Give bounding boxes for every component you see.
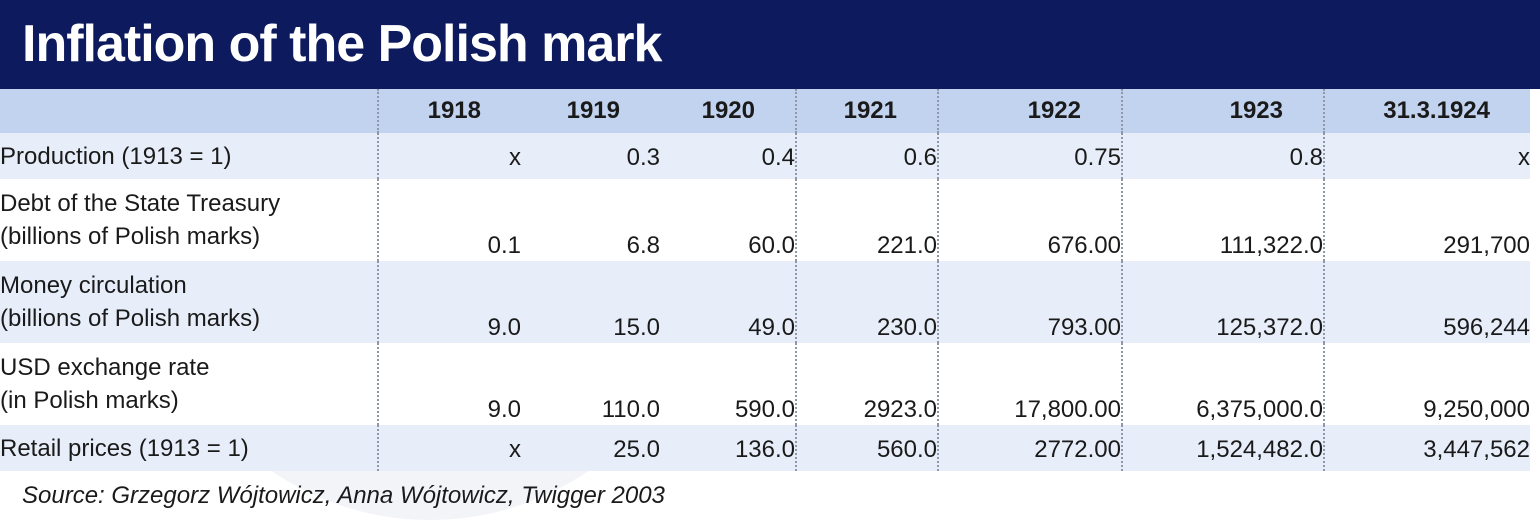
table-cell: 596,244 (1323, 261, 1530, 343)
row-label: Retail prices (1913 = 1) (0, 425, 378, 471)
column-header: 1920 (701, 97, 755, 124)
row-label-line: USD exchange rate (0, 354, 210, 381)
table-cell: 9.0 (377, 261, 521, 343)
table-cell: 15.0 (613, 314, 660, 341)
table-cell: 793.00 (937, 261, 1122, 343)
row-label: Money circulation (billions of Polish ma… (0, 261, 378, 343)
row-label-line: (billions of Polish marks) (0, 305, 261, 332)
row-label-line: Retail prices (1913 = 1) (0, 434, 249, 462)
table-cell: 17,800.00 (937, 343, 1122, 425)
table-cell: 0.4 (761, 144, 795, 171)
table-cell: 560.0 (795, 425, 938, 471)
chart-title: Inflation of the Polish mark (22, 15, 662, 73)
row-label-line: (in Polish marks) (0, 387, 179, 414)
table-cell: 590.0 (734, 396, 795, 423)
table-cell: 0.8 (1121, 133, 1324, 179)
row-label-line: Debt of the State Treasury (0, 190, 281, 217)
row-label-line: Production (1913 = 1) (0, 142, 232, 170)
column-header: 1921 (795, 89, 938, 133)
column-header: 1918 (377, 89, 521, 133)
row-label: Production (1913 = 1) (0, 133, 378, 179)
table-cell: 49.0 (748, 314, 795, 341)
table-row: Money circulation (billions of Polish ma… (0, 261, 1530, 343)
table-cell: x (377, 133, 521, 179)
title-bar: Inflation of the Polish mark (0, 0, 1540, 89)
table-cell: 125,372.0 (1121, 261, 1324, 343)
table-cell: 111,322.0 (1121, 179, 1324, 261)
table-row: Production (1913 = 1) x 0.3 0.4 0.6 0.75… (0, 133, 1530, 179)
column-header: 1923 (1121, 89, 1324, 133)
table-cell: 3,447,562 (1323, 425, 1530, 471)
table-cell: 6,375,000.0 (1121, 343, 1324, 425)
table-cell: 0.75 (937, 133, 1122, 179)
row-label: USD exchange rate (in Polish marks) (0, 343, 378, 425)
table-cell: 1,524,482.0 (1121, 425, 1324, 471)
table-cell: 25.0 (613, 436, 660, 463)
row-label-line: (billions of Polish marks) (0, 223, 261, 250)
row-label: Debt of the State Treasury (billions of … (0, 179, 378, 261)
table-cell: 9.0 (377, 343, 521, 425)
table-cell: 9,250,000 (1323, 343, 1530, 425)
data-table: 1918 1919 1920 1921 1922 1923 31.3.1924 … (0, 89, 1530, 471)
row-label-line: Money circulation (0, 272, 187, 299)
table-cell: 6.8 (626, 232, 660, 259)
table-cell: 230.0 (795, 261, 938, 343)
table-cell: 0.3 (626, 144, 660, 171)
header-corner (0, 89, 378, 133)
table-cell: 2923.0 (795, 343, 938, 425)
table-cell: 110.0 (601, 396, 660, 423)
column-header: 31.3.1924 (1323, 89, 1530, 133)
table-cell: 0.6 (795, 133, 938, 179)
table-cell: 221.0 (795, 179, 938, 261)
table-cell: 60.0 (748, 232, 795, 259)
table-cell: 0.1 (377, 179, 521, 261)
table-cell: x (1323, 133, 1530, 179)
table-cell: 2772.00 (937, 425, 1122, 471)
column-header: 1919 (566, 97, 620, 124)
table-cell: 676.00 (937, 179, 1122, 261)
table-cell: x (377, 425, 521, 471)
table-cell: 291,700 (1323, 179, 1530, 261)
table-row: Retail prices (1913 = 1) x 25.0 136.0 56… (0, 425, 1530, 471)
source-note: Source: Grzegorz Wójtowicz, Anna Wójtowi… (22, 482, 665, 509)
header-row: 1918 1919 1920 1921 1922 1923 31.3.1924 (0, 89, 1530, 133)
table-row: USD exchange rate (in Polish marks) 9.0 … (0, 343, 1530, 425)
table-cell: 136.0 (734, 436, 795, 463)
table-row: Debt of the State Treasury (billions of … (0, 179, 1530, 261)
column-header: 1922 (937, 89, 1122, 133)
